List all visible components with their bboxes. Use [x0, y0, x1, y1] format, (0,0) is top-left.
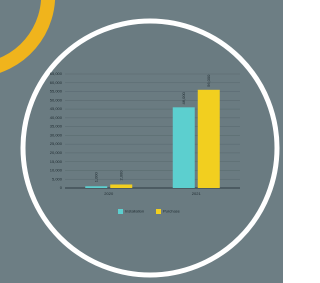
bar	[110, 184, 132, 188]
value-label: 46,000	[181, 91, 186, 104]
screenshot: 05,00010,00015,00020,00025,00030,00035,0…	[0, 0, 283, 283]
y-tick-label: 30,000	[50, 132, 63, 137]
y-tick-label: 65,000	[50, 71, 63, 76]
x-tick-label: 2020	[104, 191, 114, 196]
y-tick-label: 45,000	[50, 106, 63, 111]
y-tick-label: 40,000	[50, 115, 63, 120]
value-label: 2,000	[118, 170, 123, 181]
bar	[198, 90, 220, 188]
y-tick-label: 15,000	[50, 159, 63, 164]
bar	[173, 107, 195, 188]
y-tick-label: 10,000	[50, 168, 63, 173]
y-tick-label: 55,000	[50, 89, 63, 94]
bar	[85, 186, 107, 188]
y-tick-label: 35,000	[50, 124, 63, 129]
legend-swatch	[118, 209, 123, 214]
y-tick-label: 5,000	[52, 176, 63, 181]
frame-circle	[23, 21, 277, 275]
y-tick-label: 25,000	[50, 141, 63, 146]
y-tick-label: 50,000	[50, 97, 63, 102]
y-tick-label: 60,000	[50, 80, 63, 85]
value-label: 1,000	[93, 171, 98, 182]
legend-label: Purchase	[163, 209, 181, 214]
legend-label: Installation	[125, 209, 144, 214]
value-label: 56,000	[206, 74, 211, 87]
y-tick-label: 20,000	[50, 150, 63, 155]
x-tick-label: 2021	[192, 191, 202, 196]
legend-swatch	[156, 209, 161, 214]
